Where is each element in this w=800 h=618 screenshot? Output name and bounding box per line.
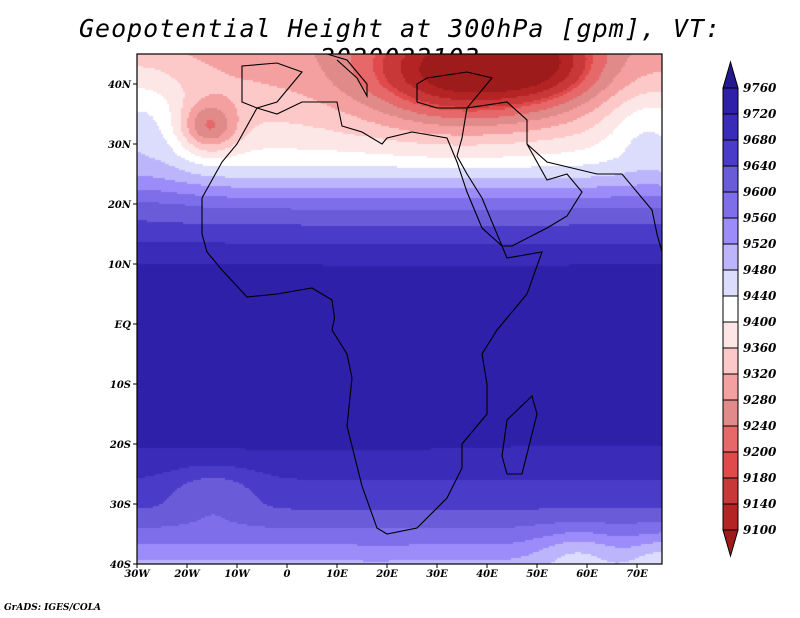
colorbar-label: 9100 bbox=[743, 523, 777, 537]
colorbar-label: 9640 bbox=[743, 159, 777, 173]
lat-tick-label: 10N bbox=[108, 260, 132, 271]
lon-tick-label: 10E bbox=[326, 569, 348, 580]
colorbar-label: 9680 bbox=[743, 133, 777, 147]
colorbar-swatch bbox=[722, 477, 739, 505]
colorbar-swatch bbox=[722, 295, 739, 323]
lon-tick-label: 50E bbox=[526, 569, 548, 580]
colorbar-label: 9440 bbox=[743, 289, 777, 303]
colorbar-swatch bbox=[722, 269, 739, 297]
footer-credit: GrADS: IGES/COLA bbox=[4, 603, 102, 613]
coastline-iran-india bbox=[526, 143, 663, 253]
colorbar-swatch bbox=[722, 503, 739, 531]
coastline-italy bbox=[326, 53, 368, 99]
colorbar-swatch bbox=[722, 191, 739, 219]
lat-tick-label: 40S bbox=[110, 560, 131, 571]
colorbar-swatch bbox=[722, 451, 739, 479]
colorbar-label: 9200 bbox=[743, 445, 777, 459]
colorbar: 9100 9140 9180 9200 9240 9280 9320 9360 9400 9440… bbox=[722, 60, 777, 558]
colorbar-label: 9480 bbox=[743, 263, 777, 277]
colorbar-swatch bbox=[722, 373, 739, 401]
lon-tick-label: 0 bbox=[284, 569, 291, 580]
lat-tick-label: 30S bbox=[110, 500, 131, 511]
lat-tick-label: 10S bbox=[110, 380, 131, 391]
colorbar-label: 9280 bbox=[743, 393, 777, 407]
coastline-africa bbox=[201, 101, 543, 535]
colorbar-label: 9760 bbox=[743, 81, 777, 95]
colorbar-label: 9560 bbox=[743, 211, 777, 225]
colorbar-label: 9520 bbox=[743, 237, 777, 251]
colorbar-swatch bbox=[722, 425, 739, 453]
colorbar-swatch bbox=[722, 139, 739, 167]
lat-tick-label: 20N bbox=[107, 200, 132, 211]
coastline-madagascar bbox=[501, 394, 538, 475]
colorbar-swatch bbox=[722, 113, 739, 141]
plot-frame bbox=[136, 53, 663, 565]
colorbar-swatch bbox=[722, 217, 739, 245]
coastline-arabia bbox=[456, 101, 583, 247]
colorbar-swatch bbox=[722, 243, 739, 271]
colorbar-label: 9720 bbox=[743, 107, 777, 121]
coastline-turkey bbox=[416, 71, 493, 109]
lon-tick-label: 10W bbox=[224, 569, 251, 580]
colorbar-label: 9320 bbox=[743, 367, 777, 381]
lat-tick-label: 20S bbox=[109, 440, 131, 451]
colorbar-swatch bbox=[722, 165, 739, 193]
lon-axis: 30W 20W 10W 0 10E 20E 30E 40E 50E 60E 70E bbox=[124, 564, 648, 580]
colorbar-swatch bbox=[722, 87, 739, 115]
lat-axis: 40N 30N 20N 10N EQ 10S 20S 30S 40S bbox=[107, 80, 137, 571]
coastline-iberia bbox=[241, 62, 303, 109]
lon-tick-label: 40E bbox=[476, 569, 498, 580]
lon-tick-label: 70E bbox=[626, 569, 648, 580]
lon-tick-label: 60E bbox=[576, 569, 598, 580]
lon-tick-label: 20W bbox=[173, 569, 201, 580]
colorbar-label: 9240 bbox=[743, 419, 777, 433]
coastlines bbox=[201, 53, 663, 535]
colorbar-swatch bbox=[722, 347, 739, 375]
colorbar-swatch bbox=[722, 321, 739, 349]
colorbar-label: 9180 bbox=[743, 471, 777, 485]
lon-tick-label: 30E bbox=[426, 569, 448, 580]
lat-tick-label: EQ bbox=[114, 320, 132, 331]
lon-tick-label: 20E bbox=[375, 569, 398, 580]
lon-tick-label: 30W bbox=[124, 569, 151, 580]
lat-tick-label: 30N bbox=[108, 140, 132, 151]
colorbar-max-arrow bbox=[722, 60, 739, 89]
colorbar-label: 9400 bbox=[743, 315, 777, 329]
colorbar-swatch bbox=[722, 399, 739, 427]
colorbar-label: 9600 bbox=[743, 185, 777, 199]
geopotential-field bbox=[137, 54, 662, 564]
colorbar-label: 9360 bbox=[743, 341, 777, 355]
lat-tick-label: 40N bbox=[108, 80, 132, 91]
colorbar-label: 9140 bbox=[743, 497, 777, 511]
colorbar-min-arrow bbox=[722, 529, 739, 558]
